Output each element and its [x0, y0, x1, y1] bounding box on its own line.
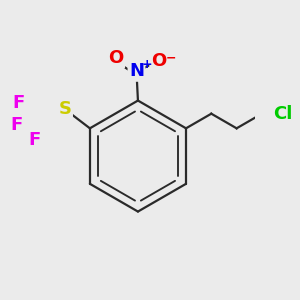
Text: N: N — [129, 62, 144, 80]
Text: F: F — [11, 116, 23, 134]
Text: S: S — [58, 100, 71, 118]
Text: F: F — [12, 94, 24, 112]
Text: Cl: Cl — [273, 105, 292, 123]
Text: −: − — [166, 52, 176, 65]
Text: F: F — [28, 131, 40, 149]
Text: O: O — [108, 49, 124, 67]
Text: O: O — [151, 52, 166, 70]
Text: +: + — [141, 58, 152, 71]
